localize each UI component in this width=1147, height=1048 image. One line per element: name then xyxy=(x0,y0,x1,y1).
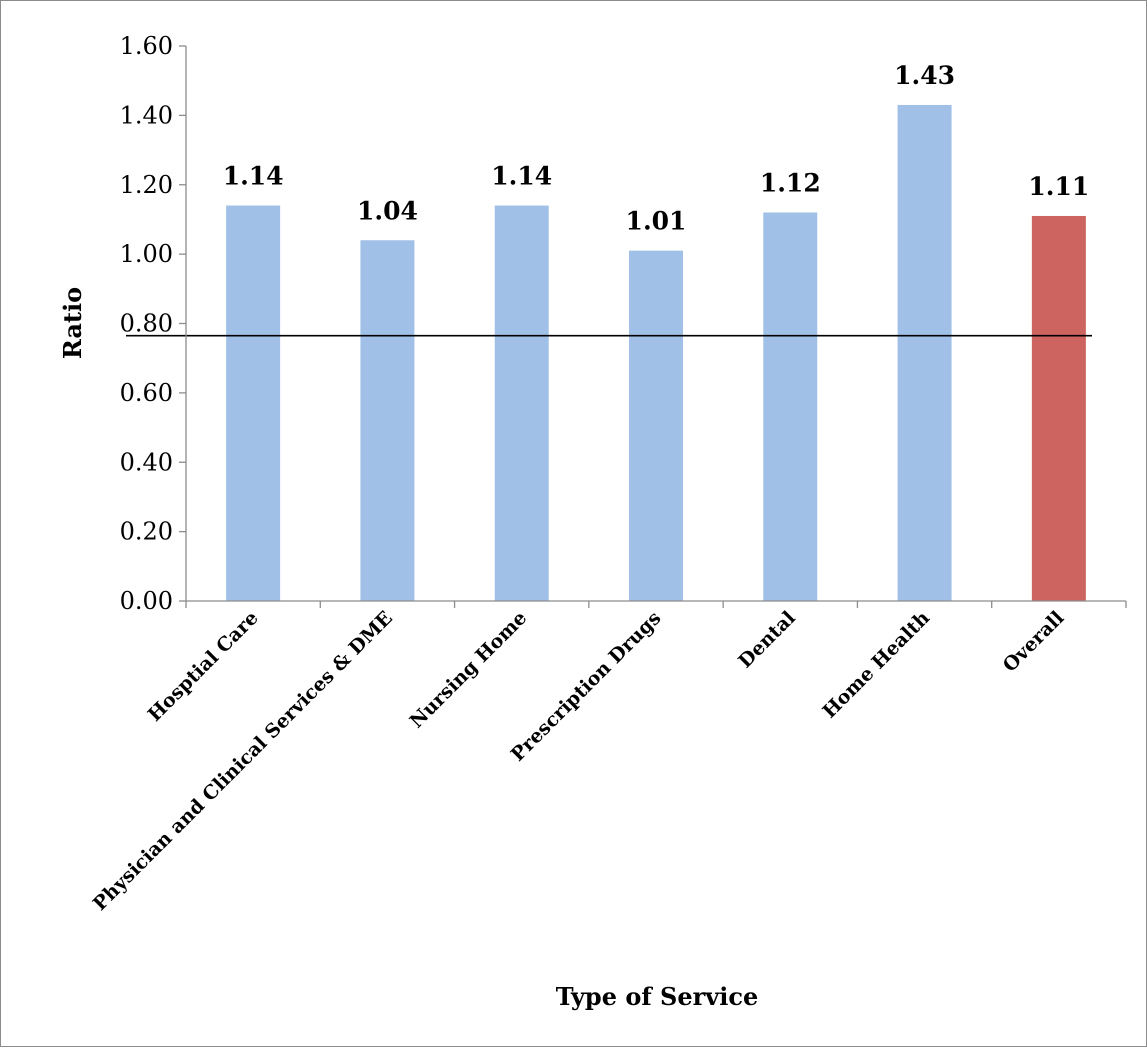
data-label: 1.14 xyxy=(223,162,284,191)
data-label: 1.01 xyxy=(626,207,687,236)
y-tick-label: 1.20 xyxy=(120,171,173,199)
bar xyxy=(226,205,281,601)
y-tick-label: 0.60 xyxy=(120,379,173,407)
data-label: 1.43 xyxy=(894,61,955,90)
bar xyxy=(763,212,818,601)
y-tick-label: 0.20 xyxy=(120,518,173,546)
data-label: 1.14 xyxy=(491,162,552,191)
y-tick-label: 1.00 xyxy=(120,240,173,268)
data-label: 1.11 xyxy=(1028,172,1089,201)
category-label: Prescription Drugs xyxy=(507,607,666,766)
bar xyxy=(360,240,415,601)
y-tick-label: 0.40 xyxy=(120,448,173,476)
axes-layer xyxy=(179,45,1127,608)
data-label: 1.04 xyxy=(357,196,418,225)
y-tick-label: 0.00 xyxy=(120,587,173,615)
category-label: Physician and Clinical Services & DME xyxy=(89,607,397,915)
category-label: Overall xyxy=(999,607,1069,677)
y-axis-title: Ratio xyxy=(58,287,87,359)
category-label: Nursing Home xyxy=(406,607,532,733)
category-label: Hosptial Care xyxy=(144,607,263,726)
y-tick-label: 1.40 xyxy=(120,101,173,129)
y-tick-label: 0.80 xyxy=(120,310,173,338)
data-label: 1.12 xyxy=(760,169,821,198)
category-label: Home Health xyxy=(818,607,934,723)
y-tick-label: 1.60 xyxy=(120,32,173,60)
bar xyxy=(629,250,683,601)
bars-layer xyxy=(226,104,1086,601)
bar xyxy=(494,205,549,601)
category-label: Dental xyxy=(734,607,800,673)
x-axis-title: Type of Service xyxy=(556,982,758,1011)
bar xyxy=(1031,215,1086,601)
bar xyxy=(897,104,952,601)
